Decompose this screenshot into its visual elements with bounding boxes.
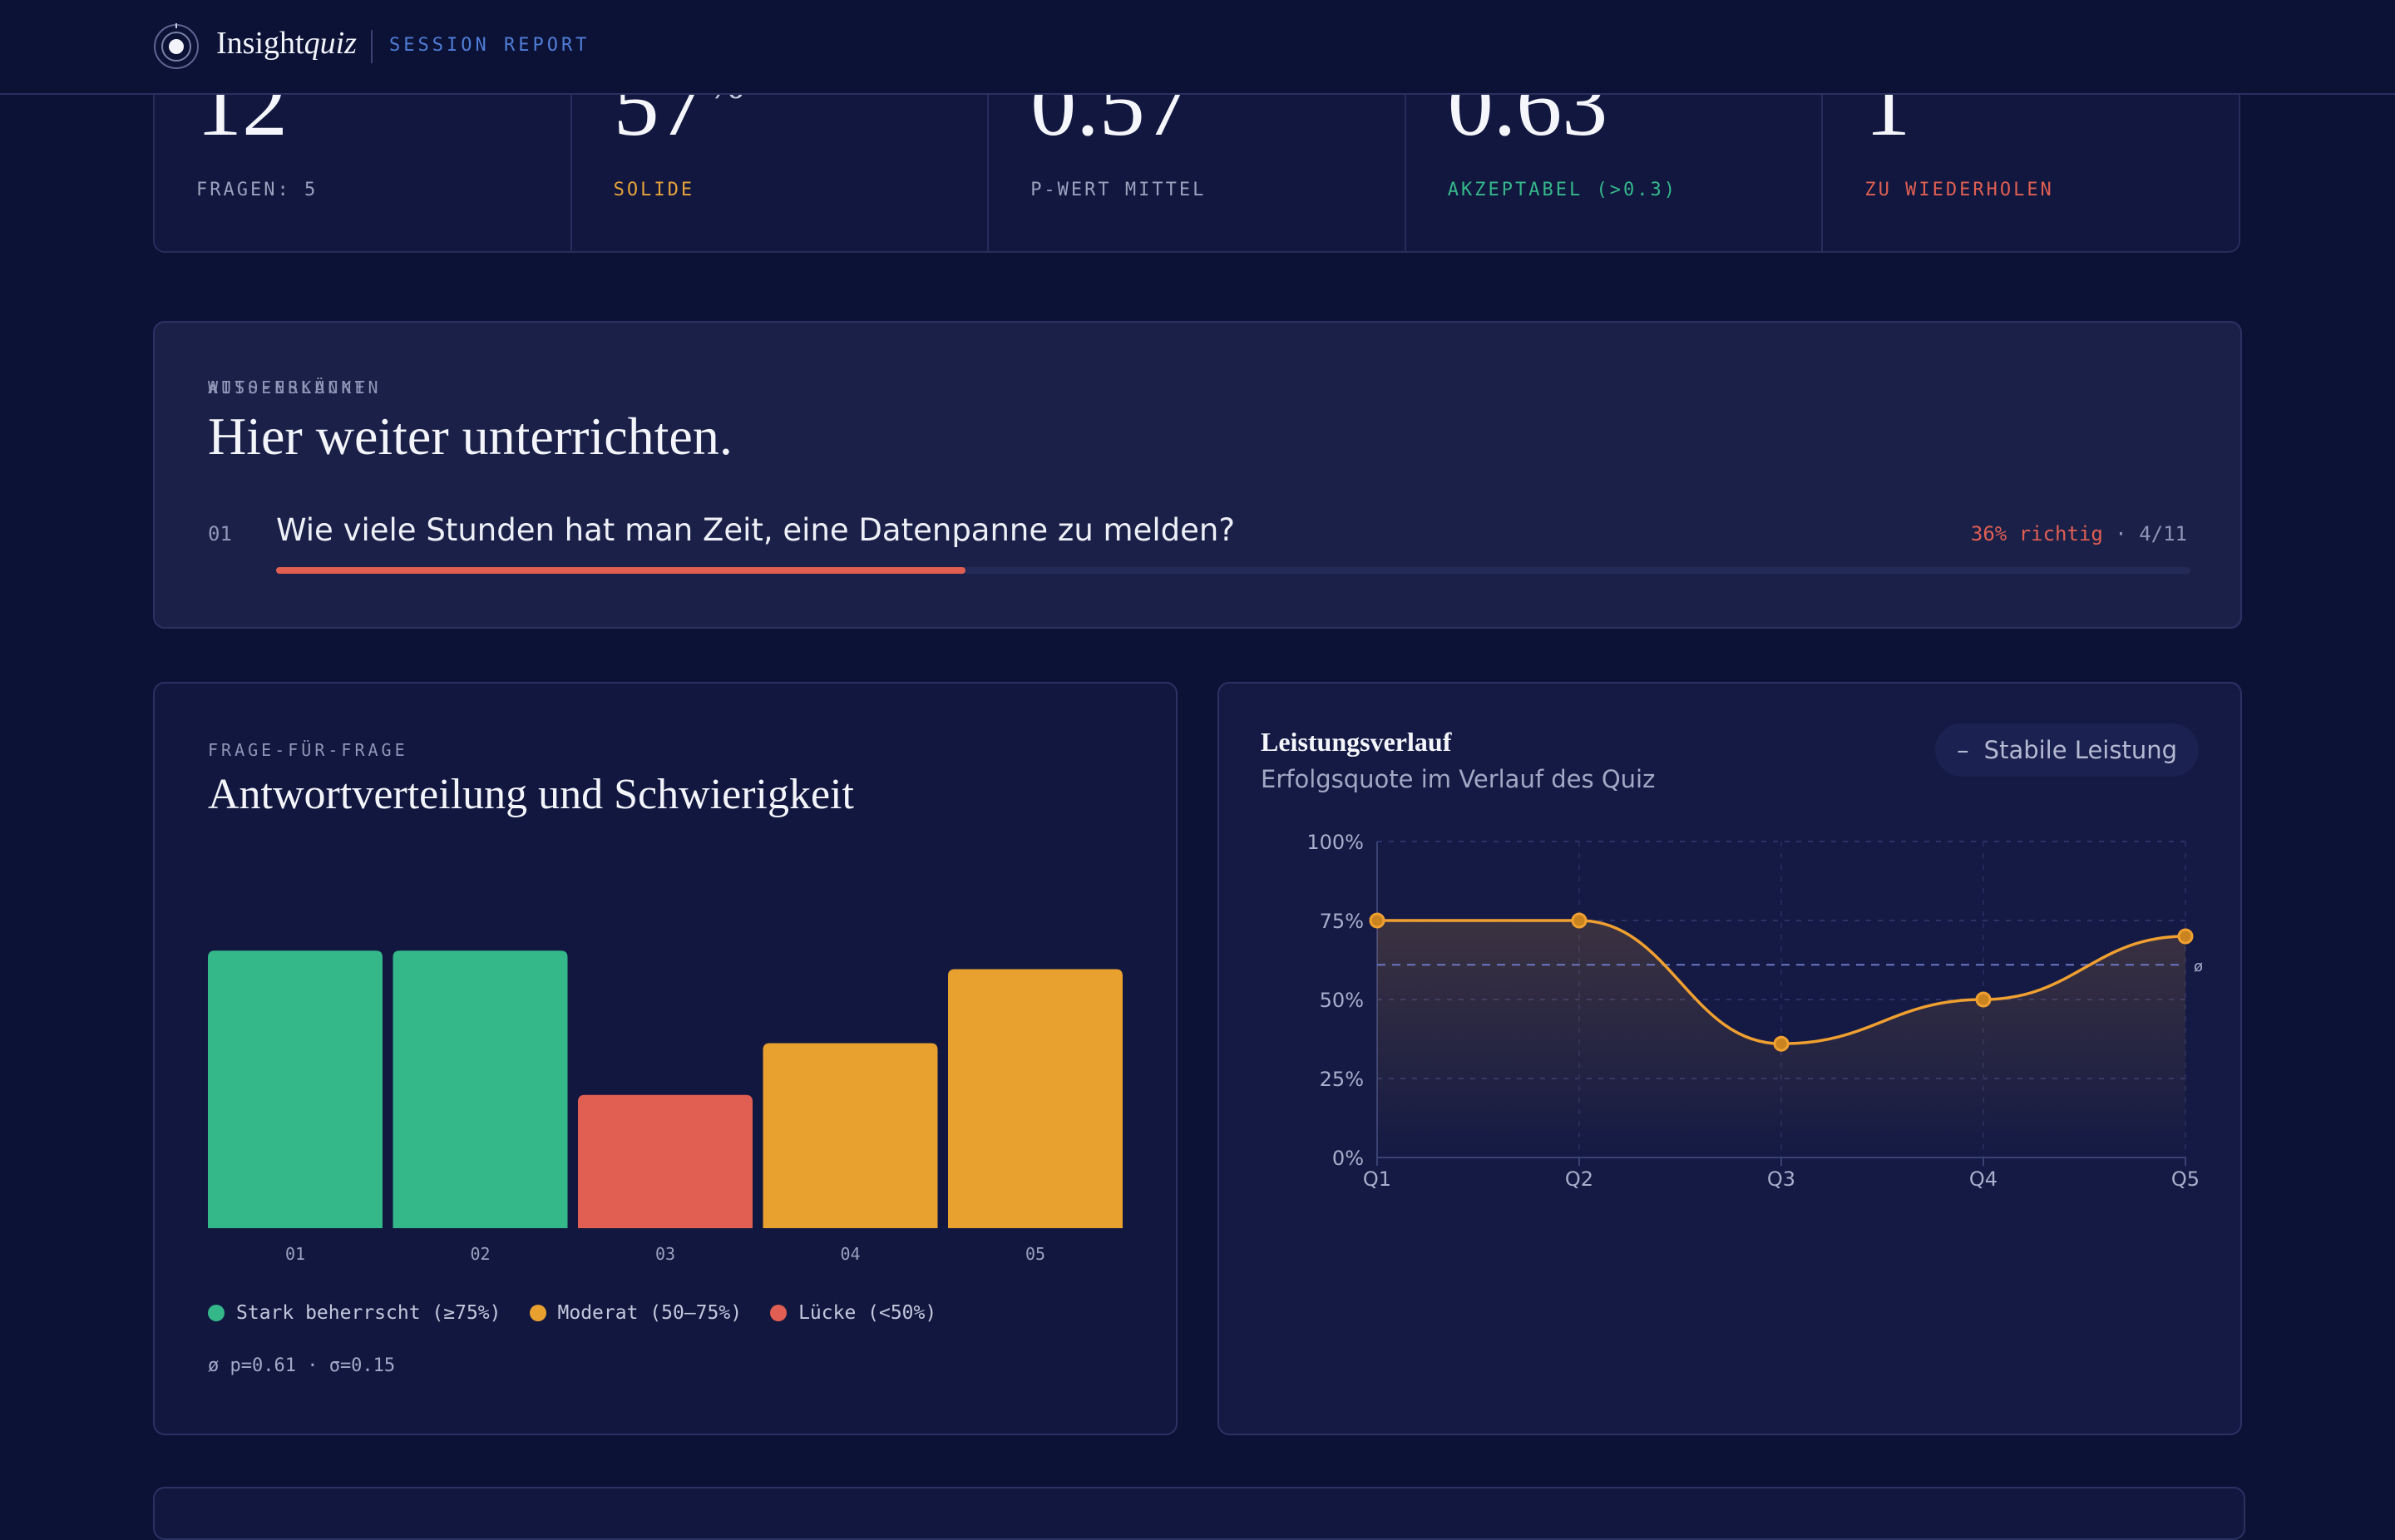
bar-04[interactable] [763, 1043, 938, 1229]
x-tick-label: Q2 [1565, 1167, 1593, 1191]
data-point-Q5[interactable] [2177, 928, 2194, 945]
performance-subtitle: Erfolgsquote im Verlauf des Quiz [1261, 765, 1656, 793]
legend-item-moderate: Moderat (50–75%) [529, 1302, 742, 1324]
distribution-footnote: ø p=0.61 · σ=0.15 [208, 1355, 396, 1376]
dash-icon: – [1957, 736, 1969, 764]
gap-progress-fill [276, 567, 965, 574]
x-tick-label: Q4 [1969, 1167, 1997, 1191]
bar-05[interactable] [948, 969, 1123, 1229]
bar-label: 04 [840, 1244, 860, 1264]
data-point-Q2[interactable] [1571, 912, 1588, 929]
stat-label: AKZEPTABEL (>0.3) [1447, 180, 1677, 200]
x-tick-label: Q3 [1767, 1167, 1795, 1191]
area-fill [1377, 921, 2185, 1157]
chart-legend: Stark beherrscht (≥75%) Moderat (50–75%)… [208, 1302, 936, 1324]
y-tick-label: 75% [1320, 910, 1364, 933]
knowledge-gaps-card: WISSENSLÜCKEN AUTO-ERKANNT Hier weiter u… [153, 321, 2242, 629]
next-card [153, 1487, 2245, 1540]
data-point-Q4[interactable] [1975, 991, 1992, 1008]
data-point-Q3[interactable] [1773, 1035, 1790, 1052]
bar-01[interactable] [208, 950, 383, 1228]
performance-card: Leistungsverlauf Erfolgsquote im Verlauf… [1217, 682, 2242, 1435]
legend-dot [529, 1305, 546, 1321]
legend-item-strong: Stark beherrscht (≥75%) [208, 1302, 501, 1324]
gap-question[interactable]: Wie viele Stunden hat man Zeit, eine Dat… [276, 512, 1235, 548]
y-tick-label: 0% [1332, 1147, 1364, 1170]
section-label: SESSION REPORT [389, 35, 590, 56]
legend-dot [770, 1305, 788, 1321]
data-point-Q1[interactable] [1369, 912, 1385, 929]
brand-name[interactable]: Insightquiz [216, 26, 357, 61]
legend-dot [208, 1305, 225, 1321]
difficulty-bar-chart: 01 02 03 04 05 [208, 950, 1123, 1264]
y-tick-label: 25% [1320, 1068, 1364, 1091]
performance-title: Leistungsverlauf [1261, 727, 1452, 757]
y-tick-label: 100% [1306, 831, 1364, 854]
stat-label: ZU WIEDERHOLEN [1864, 180, 2054, 200]
bar-02[interactable] [393, 950, 568, 1228]
bar-03[interactable] [578, 1094, 753, 1228]
y-tick-label: 50% [1320, 989, 1364, 1012]
header-divider [371, 30, 373, 63]
stat-label: P-WERT MITTEL [1030, 180, 1207, 200]
top-bar: Insightquiz SESSION REPORT [0, 0, 2395, 95]
x-tick-label: Q1 [1363, 1167, 1391, 1191]
legend-item-gap: Lücke (<50%) [770, 1302, 936, 1324]
gap-number: 01 [208, 522, 232, 545]
average-label: ø [2194, 958, 2203, 975]
stat-label: FRAGEN: 5 [196, 180, 319, 200]
distribution-card: FRAGE-FÜR-FRAGE Antwortverteilung und Sc… [153, 682, 1178, 1435]
auto-detected-tag: AUTO-ERKANNT [208, 378, 368, 397]
bar-label: 01 [285, 1244, 305, 1264]
stable-performance-badge[interactable]: – Stabile Leistung [1935, 723, 2199, 777]
distribution-eyebrow: FRAGE-FÜR-FRAGE [208, 740, 408, 760]
gap-progress-track [276, 567, 2190, 574]
gap-stat: 36% richtig · 4/11 [1970, 522, 2187, 545]
bar-label: 03 [655, 1244, 675, 1264]
distribution-title: Antwortverteilung und Schwierigkeit [208, 771, 854, 818]
stat-label: SOLIDE [613, 180, 695, 200]
x-tick-label: Q5 [2171, 1167, 2200, 1191]
badge-label: Stabile Leistung [1983, 736, 2177, 764]
gaps-eyebrow: WISSENSLÜCKEN [208, 378, 382, 397]
gaps-title: Hier weiter unterrichten. [208, 407, 733, 466]
logo-icon [154, 23, 199, 69]
performance-line-chart: 0% 25% 50% 75% 100% Q1 Q2 Q3 Q4 Q5 ø [1306, 831, 2203, 1191]
bar-label: 02 [470, 1244, 490, 1264]
bar-label: 05 [1025, 1244, 1045, 1264]
